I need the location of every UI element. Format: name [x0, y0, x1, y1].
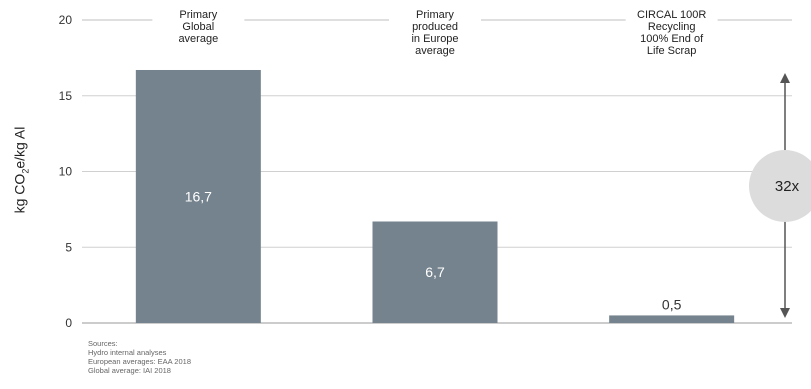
- sources-line: Hydro internal analyses: [88, 348, 167, 357]
- bar-value-label: 6,7: [425, 264, 445, 280]
- category-label: produced: [412, 21, 458, 33]
- sources-line: European averages: EAA 2018: [88, 357, 191, 366]
- category-label: Global: [182, 21, 214, 33]
- comparison-circle: [749, 150, 811, 222]
- y-tick-label: 20: [59, 13, 73, 27]
- category-label: Life Scrap: [647, 45, 697, 57]
- sources-line: Global average: IAI 2018: [88, 366, 171, 375]
- arrow-head-up: [780, 72, 790, 83]
- y-tick-label: 10: [59, 165, 73, 179]
- arrow-head-down: [780, 308, 790, 318]
- y-axis-label-pre: kg CO: [11, 173, 28, 214]
- y-tick-label: 5: [65, 240, 72, 254]
- category-label: Primary: [179, 9, 217, 21]
- category-label: Recycling: [648, 21, 696, 33]
- y-tick-label: 0: [65, 316, 72, 330]
- y-axis-label-post: e/kg Al: [11, 126, 28, 169]
- category-label: 100% End of: [640, 33, 704, 45]
- category-label: average: [178, 33, 218, 45]
- comparison-label: 32x: [775, 178, 800, 195]
- bar: [135, 69, 261, 324]
- y-axis-label: kg CO2e/kg Al: [6, 0, 36, 389]
- bar: [372, 221, 498, 323]
- sources-line: Sources:: [88, 339, 118, 348]
- bar: [609, 315, 735, 323]
- category-label: CIRCAL 100R: [637, 9, 706, 21]
- bar-value-label: 0,5: [662, 296, 682, 312]
- y-axis-label-subscript: 2: [20, 168, 31, 174]
- category-label: in Europe: [411, 33, 458, 45]
- category-label: Primary: [416, 9, 454, 21]
- y-tick-label: 15: [59, 89, 73, 103]
- bar-value-label: 16,7: [185, 188, 212, 204]
- sources-note: Sources: Hydro internal analyses Europea…: [88, 339, 191, 375]
- category-label: average: [415, 45, 455, 57]
